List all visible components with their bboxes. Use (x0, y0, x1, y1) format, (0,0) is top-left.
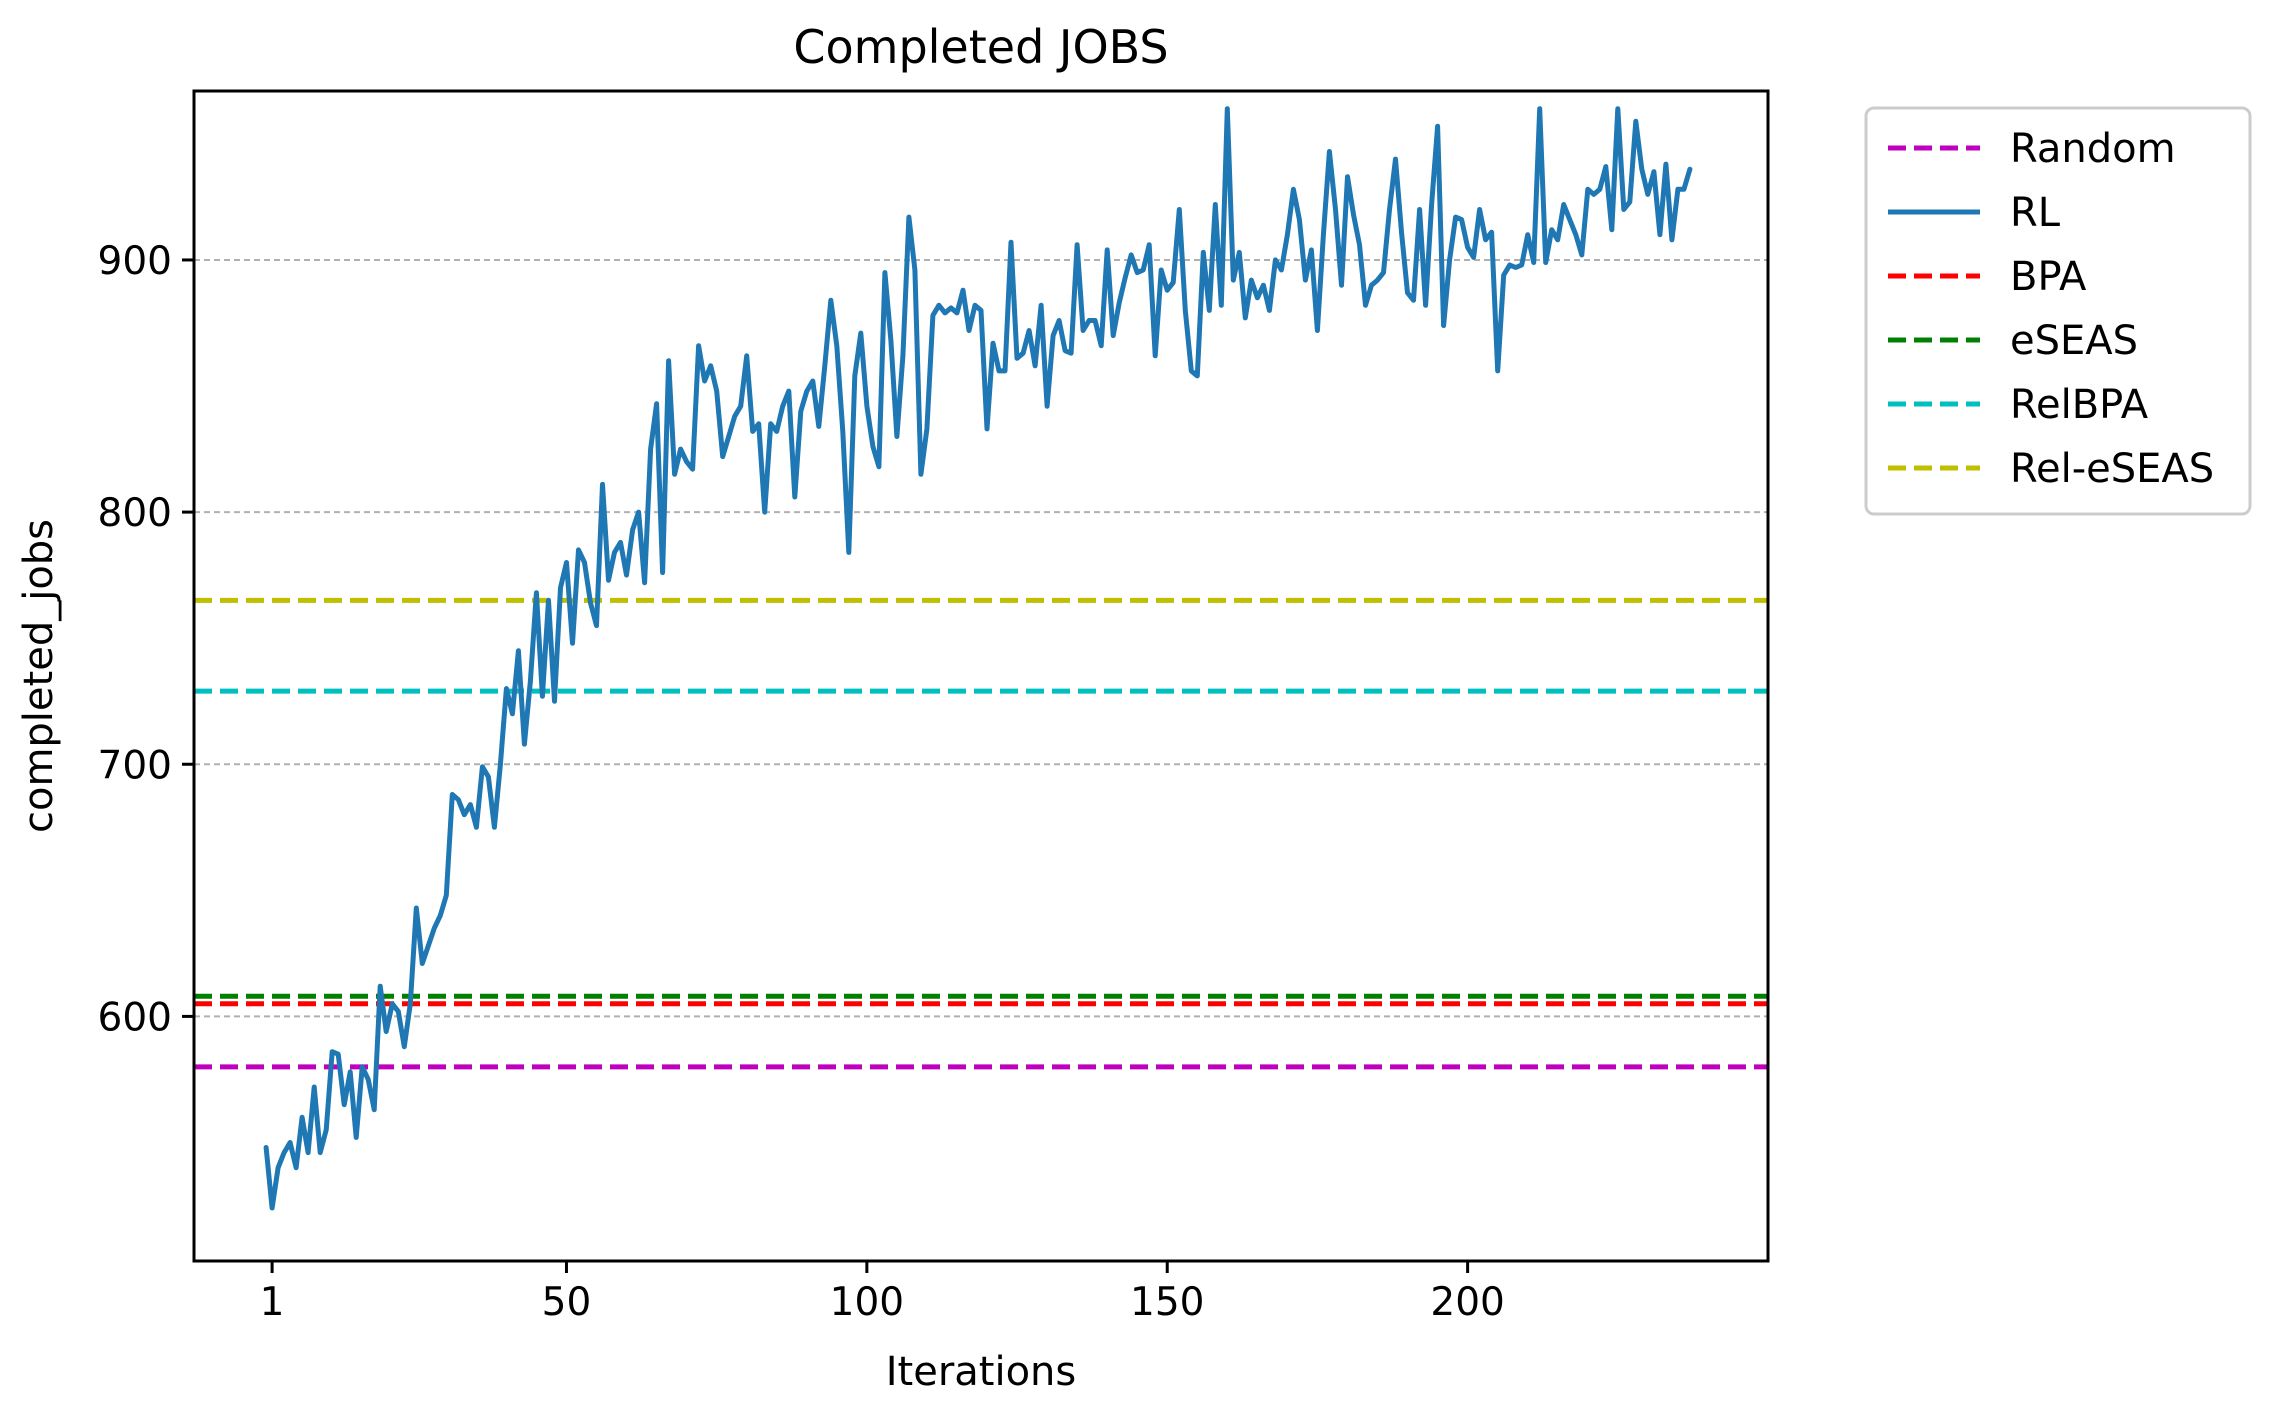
x-tick-label: 150 (1130, 1280, 1204, 1325)
legend-label: eSEAS (2010, 318, 2138, 364)
legend-item-rel-eseas: Rel-eSEAS (1888, 446, 2214, 492)
legend-item-rl: RL (1888, 190, 2061, 236)
legend: Random RL BPA eSEAS RelBPA Rel-eSEAS (1864, 106, 2252, 516)
legend-item-random: Random (1888, 126, 2176, 172)
x-axis-ticks: 1 50 100 150 200 (260, 1261, 1505, 1325)
series-lines (263, 106, 1693, 1211)
x-tick-label: 1 (260, 1280, 285, 1325)
legend-label: RelBPA (2010, 382, 2149, 428)
y-axis-label: completed_jobs (16, 519, 62, 833)
series-line-rl (263, 106, 1693, 1211)
plot-frame (192, 89, 1770, 1263)
y-tick-label: 800 (98, 491, 172, 536)
legend-label: RL (2010, 190, 2061, 236)
x-axis-label: Iterations (886, 1349, 1077, 1395)
gridlines (194, 258, 1768, 1018)
chart-title: Completed JOBS (793, 20, 1168, 74)
y-tick-label: 900 (98, 239, 172, 284)
y-tick-label: 600 (98, 995, 172, 1040)
legend-label: BPA (2010, 254, 2087, 300)
x-tick-label: 50 (542, 1280, 592, 1325)
x-tick-label: 100 (830, 1280, 904, 1325)
y-tick-label: 700 (98, 743, 172, 788)
legend-label: Random (2010, 126, 2176, 172)
x-tick-label: 200 (1430, 1280, 1504, 1325)
legend-item-relbpa: RelBPA (1888, 382, 2149, 428)
legend-label: Rel-eSEAS (2010, 446, 2214, 492)
legend-item-eseas: eSEAS (1888, 318, 2138, 364)
baseline-lines (194, 597, 1768, 1070)
y-axis-ticks: 600 700 800 900 (98, 239, 194, 1040)
legend-item-bpa: BPA (1888, 254, 2087, 300)
